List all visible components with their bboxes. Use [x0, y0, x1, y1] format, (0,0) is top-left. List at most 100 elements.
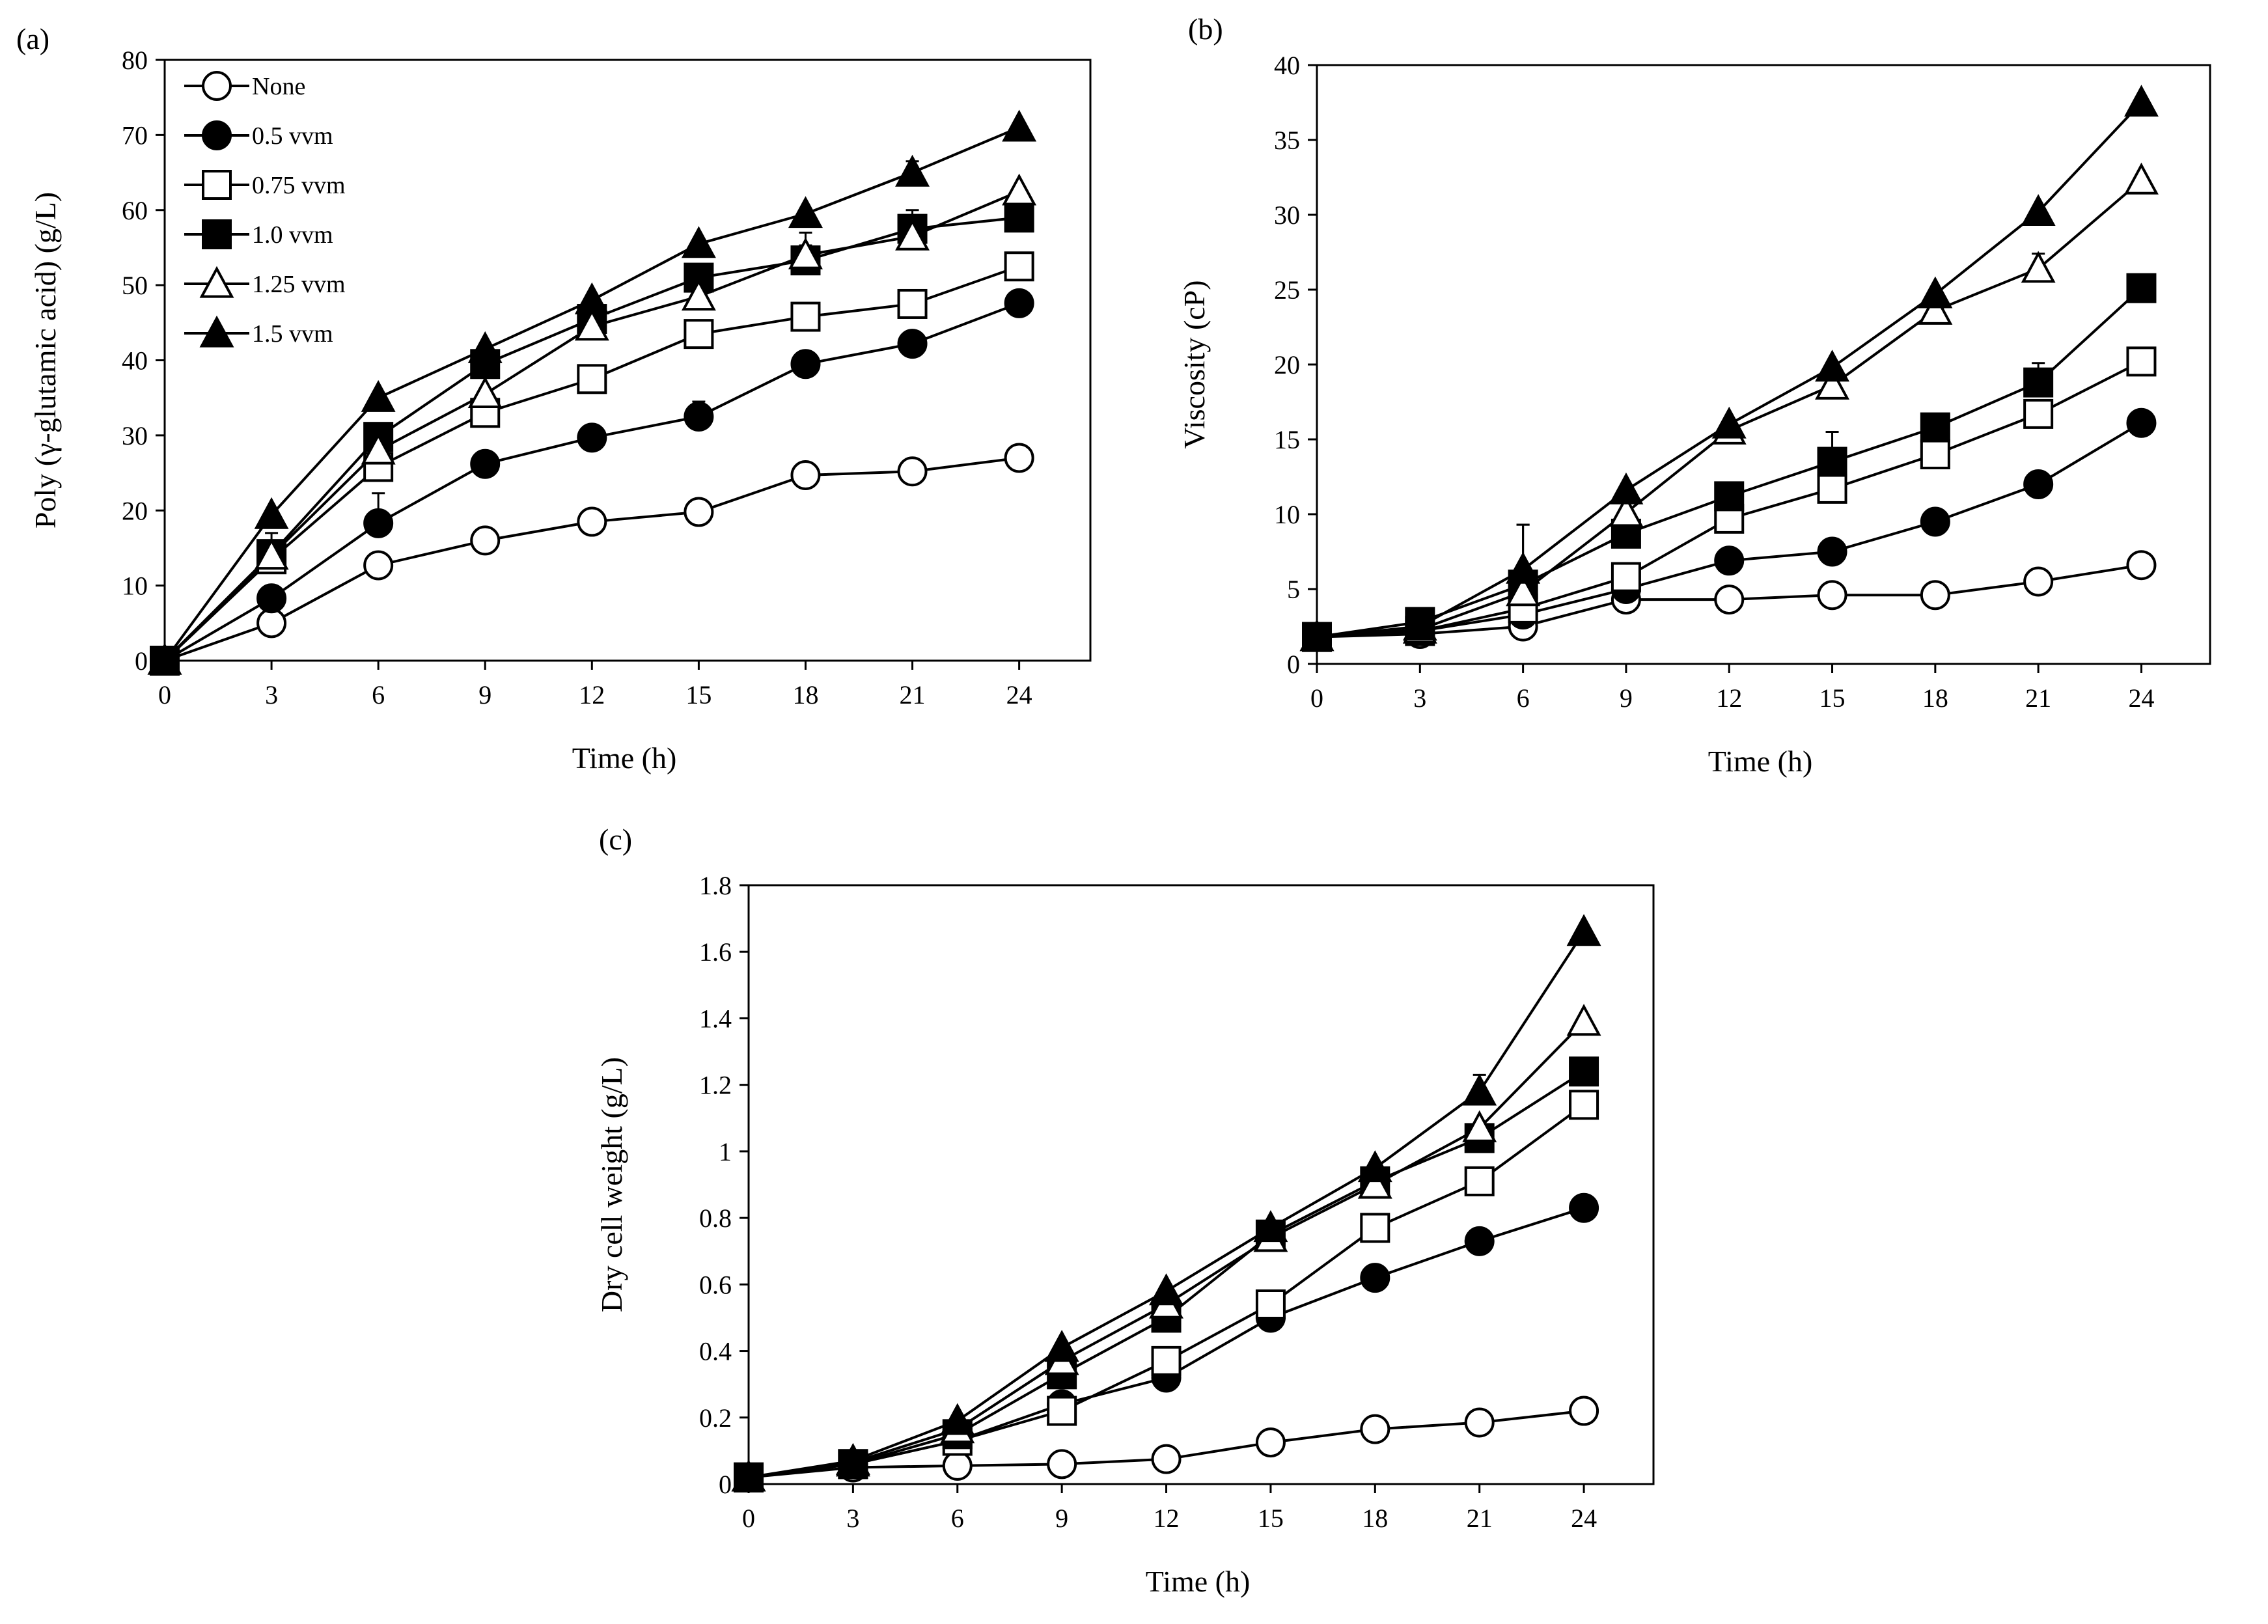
legend-label-0: None: [252, 73, 305, 100]
series-line: [163, 126, 1020, 662]
x-tick-label-c-0: 0: [742, 1504, 755, 1533]
chart-panel-b: (b) 0 5 10 15 20 25 30 35 40 0 3 6 9 12 15 18 21 24 Time (h…: [1178, 12, 2211, 778]
x-tick-label-b-1: 3: [1413, 683, 1426, 713]
x-tick-label-c-8: 24: [1571, 1504, 1597, 1533]
plot-frame-c: [747, 884, 1655, 1485]
data-point-a-5-7: [895, 154, 930, 187]
data-point-c-2-5: [1255, 1289, 1286, 1319]
y-tick-label-b-1: 5: [1287, 575, 1300, 604]
data-point-b-0-4: [1714, 585, 1745, 615]
data-point-a-0-4: [577, 506, 607, 537]
x-axis-title-b: Time (h): [1708, 745, 1813, 778]
data-point-a-5-3: [467, 331, 503, 363]
legend-marker-4: [199, 266, 234, 298]
legend-marker-2: [202, 170, 232, 200]
data-point-a-1-6: [790, 349, 821, 379]
data-point-a-4-5: [681, 279, 716, 311]
data-point-c-5-3: [1044, 1330, 1079, 1362]
data-point-c-1-7: [1464, 1226, 1495, 1256]
data-point-a-0-5: [684, 497, 714, 527]
data-point-b-5-4: [1711, 406, 1747, 439]
data-point-c-3-8: [1569, 1056, 1599, 1087]
data-point-b-3-5: [1817, 447, 1847, 477]
y-tick-label-a-6: 60: [122, 196, 148, 225]
legend-label-3: 1.0 vvm: [252, 221, 333, 249]
y-tick-label-a-4: 40: [122, 346, 148, 376]
x-tick-label-a-8: 24: [1006, 680, 1032, 709]
data-point-c-0-8: [1569, 1396, 1599, 1426]
data-point-a-0-6: [790, 460, 821, 491]
plot-frame-b: [1316, 64, 2211, 665]
y-tick-label-c-6: 1.2: [699, 1071, 732, 1100]
y-tick-label-c-4: 0.8: [699, 1204, 732, 1233]
y-axis-title-b: Viscosity (cP): [1178, 280, 1211, 448]
y-tick-label-a-7: 70: [122, 120, 148, 150]
x-tick-label-c-7: 21: [1467, 1504, 1493, 1533]
data-point-b-3-7: [2023, 367, 2054, 398]
data-point-b-2-7: [2023, 398, 2054, 429]
data-point-b-4-3: [1609, 495, 1644, 527]
legend-label-4: 1.25 vvm: [252, 271, 346, 298]
data-point-b-5-5: [1815, 350, 1849, 382]
y-tick-label-b-6: 30: [1274, 200, 1300, 230]
data-point-c-5-6: [1357, 1150, 1392, 1183]
data-point-a-5-2: [361, 379, 396, 412]
data-point-c-2-6: [1360, 1213, 1390, 1243]
data-point-a-0-1: [256, 608, 287, 639]
y-tick-label-a-0: 0: [135, 646, 148, 676]
x-tick-label-c-6: 18: [1362, 1504, 1388, 1533]
data-point-b-1-4: [1714, 545, 1745, 576]
data-point-a-3-8: [1004, 202, 1034, 233]
data-point-b-0-7: [2023, 566, 2054, 597]
data-point-c-2-4: [1151, 1345, 1182, 1376]
data-point-c-0-5: [1255, 1427, 1286, 1458]
data-point-c-1-6: [1360, 1263, 1390, 1293]
chart-panel-c: (c) 0 0.2 0.4 0.6 0.8 1 1.2 1.4 1.6 1.8 0 3 6 9 12 15 18 2…: [595, 823, 1655, 1598]
data-point-a-2-6: [790, 301, 821, 332]
data-point-b-0-8: [2126, 550, 2157, 581]
data-point-b-2-8: [2126, 346, 2157, 377]
legend: None 0.5 vvm 0.75 vvm 1.0 vvm 1.25 vvm 1.5 vv…: [184, 71, 346, 348]
data-point-b-1-7: [2023, 469, 2054, 499]
y-tick-label-c-3: 0.6: [699, 1270, 732, 1299]
data-point-c-5-4: [1149, 1273, 1183, 1306]
legend-marker-1: [202, 120, 232, 150]
x-tick-label-a-3: 9: [478, 680, 491, 709]
panel-label-a: (a): [16, 22, 49, 55]
data-point-a-5-8: [1002, 109, 1037, 142]
y-tick-label-c-2: 0.4: [699, 1337, 732, 1366]
y-tick-label-b-0: 0: [1287, 650, 1300, 679]
x-tick-label-a-4: 12: [579, 680, 605, 709]
data-point-a-1-2: [363, 508, 394, 538]
x-tick-label-c-4: 12: [1154, 1504, 1180, 1533]
series-b-5: [1299, 85, 2159, 652]
data-point-a-2-5: [684, 319, 714, 350]
data-point-b-5-8: [2124, 85, 2159, 117]
data-point-b-2-5: [1817, 473, 1847, 504]
x-tick-label-c-1: 3: [846, 1504, 859, 1533]
data-point-b-1-8: [2126, 407, 2157, 438]
data-point-b-1-5: [1817, 536, 1847, 567]
data-point-b-3-6: [1920, 412, 1950, 443]
y-tick-label-b-8: 40: [1274, 51, 1300, 80]
data-point-a-0-7: [897, 456, 928, 487]
y-tick-label-c-0: 0: [719, 1470, 732, 1499]
y-tick-label-a-8: 80: [122, 46, 148, 75]
x-tick-label-b-5: 15: [1819, 683, 1846, 713]
x-tick-label-b-2: 6: [1517, 683, 1530, 713]
data-point-b-0-5: [1817, 580, 1847, 611]
data-point-b-2-3: [1611, 562, 1641, 592]
data-point-c-2-8: [1569, 1090, 1599, 1120]
data-point-b-4-6: [1918, 292, 1953, 325]
x-tick-label-b-0: 0: [1310, 683, 1323, 713]
data-point-a-0-8: [1004, 443, 1034, 473]
data-point-b-5-1: [1402, 609, 1437, 641]
y-tick-label-b-7: 35: [1274, 126, 1300, 155]
x-tick-label-b-6: 18: [1922, 683, 1948, 713]
series-a-1: [150, 288, 1034, 676]
data-point-a-1-7: [897, 329, 928, 359]
data-point-a-0-2: [363, 550, 394, 581]
legend-label-2: 0.75 vvm: [252, 172, 346, 199]
data-point-a-1-1: [256, 583, 287, 614]
